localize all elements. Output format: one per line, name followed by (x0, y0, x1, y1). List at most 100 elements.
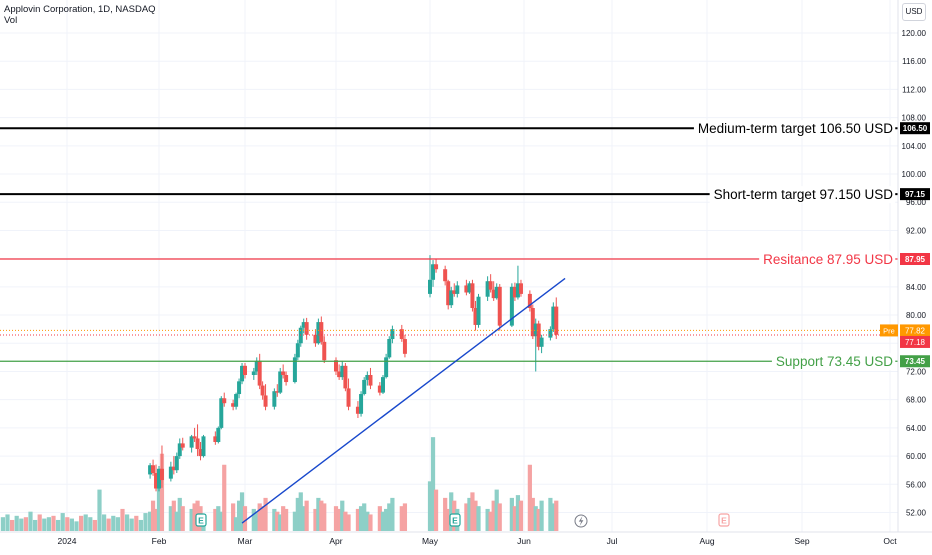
candle-body[interactable] (485, 281, 490, 297)
candle-body[interactable] (554, 306, 559, 335)
candle-body[interactable] (548, 329, 553, 338)
candle-body[interactable] (157, 468, 161, 489)
candle-body[interactable] (343, 365, 348, 389)
candle-body[interactable] (292, 357, 297, 383)
candle-body[interactable] (365, 374, 370, 380)
candle-body[interactable] (428, 279, 432, 294)
volume-bar (83, 514, 88, 531)
candle-body[interactable] (530, 308, 535, 337)
candle-body[interactable] (467, 283, 472, 293)
candle-body[interactable] (159, 468, 164, 481)
candle-body[interactable] (216, 427, 221, 442)
volume-bar (446, 508, 451, 531)
candle-body[interactable] (539, 337, 544, 347)
candle-body[interactable] (316, 322, 321, 344)
candle-body[interactable] (201, 436, 206, 457)
candle-body[interactable] (257, 360, 262, 386)
candle-body[interactable] (219, 398, 224, 428)
candle-body[interactable] (198, 449, 203, 457)
symbol-title[interactable]: Applovin Corporation, 1D, NASDAQ (4, 4, 156, 15)
candle-body[interactable] (174, 456, 179, 471)
candle-body[interactable] (497, 286, 502, 326)
candle-body[interactable] (446, 281, 451, 306)
candle-body[interactable] (275, 391, 280, 393)
candle-body[interactable] (509, 286, 514, 326)
candle-body[interactable] (390, 329, 395, 340)
candle-body[interactable] (151, 465, 156, 474)
candle-body[interactable] (359, 394, 364, 414)
candle-body[interactable] (254, 360, 259, 372)
candle-body[interactable] (443, 269, 448, 282)
earnings-event-marker[interactable] (195, 513, 207, 527)
candle-body[interactable] (278, 371, 283, 393)
candle-body[interactable] (171, 466, 176, 471)
candle-body[interactable] (281, 371, 286, 375)
candle-body[interactable] (192, 436, 197, 439)
candle-body[interactable] (298, 327, 303, 344)
candle-body[interactable] (180, 443, 185, 448)
candle-body[interactable] (168, 466, 173, 479)
candle-body[interactable] (368, 374, 373, 386)
candle-body[interactable] (263, 395, 268, 407)
candle-body[interactable] (189, 436, 194, 448)
candle-body[interactable] (177, 443, 182, 457)
candle-body[interactable] (533, 323, 538, 337)
candle-body[interactable] (260, 385, 265, 396)
candle-body[interactable] (399, 329, 404, 340)
candle-body[interactable] (337, 371, 342, 378)
candle-body[interactable] (154, 473, 159, 489)
candle-body[interactable] (243, 365, 247, 375)
candle-body[interactable] (322, 341, 327, 361)
candle-body[interactable] (284, 374, 289, 383)
candle-body[interactable] (515, 283, 520, 298)
candle-body[interactable] (340, 365, 345, 378)
candle-body[interactable] (237, 381, 242, 395)
candle-body[interactable] (491, 289, 496, 299)
candle-body[interactable] (231, 403, 236, 407)
candle-body[interactable] (195, 438, 200, 450)
candle-body[interactable] (452, 290, 457, 294)
candle-body[interactable] (319, 322, 324, 342)
candle-body[interactable] (402, 339, 407, 354)
candle-body[interactable] (449, 290, 454, 306)
candle-body[interactable] (434, 264, 439, 270)
volume-bar (120, 508, 125, 531)
candle-body[interactable] (240, 365, 245, 382)
candle-body[interactable] (488, 281, 493, 290)
candle-body[interactable] (301, 322, 306, 328)
candle-body[interactable] (362, 379, 367, 395)
candle-body[interactable] (527, 293, 532, 309)
candle-body[interactable] (494, 286, 499, 299)
candle-body[interactable] (251, 371, 256, 375)
candle-body[interactable] (346, 388, 351, 407)
candle-body[interactable] (384, 357, 389, 378)
candle-body[interactable] (295, 343, 300, 358)
candle-body[interactable] (313, 334, 318, 344)
candle-body[interactable] (470, 283, 475, 309)
candle-body[interactable] (377, 385, 382, 393)
candle-body[interactable] (473, 308, 478, 325)
candle-body[interactable] (234, 394, 239, 407)
candle-body[interactable] (213, 436, 218, 442)
candle-body[interactable] (334, 360, 338, 372)
currency-button[interactable]: USD (902, 3, 926, 21)
candle-body[interactable] (536, 323, 541, 347)
candle-body[interactable] (222, 398, 227, 404)
earnings-event-marker[interactable] (449, 513, 461, 527)
candle-body[interactable] (148, 465, 153, 475)
candle-body[interactable] (455, 285, 460, 294)
candle-body[interactable] (551, 306, 556, 330)
candle-body[interactable] (476, 296, 481, 325)
candle-body[interactable] (304, 322, 309, 335)
candle-body[interactable] (431, 264, 436, 280)
candle-body[interactable] (512, 286, 517, 298)
candle-body[interactable] (355, 406, 360, 414)
earnings-event-marker[interactable] (718, 513, 730, 527)
candle-body[interactable] (518, 283, 523, 294)
candle-body[interactable] (464, 285, 469, 293)
candle-body[interactable] (381, 377, 385, 393)
candle-body[interactable] (387, 339, 392, 358)
candle-body[interactable] (272, 391, 277, 407)
trend-line[interactable] (241, 277, 566, 524)
